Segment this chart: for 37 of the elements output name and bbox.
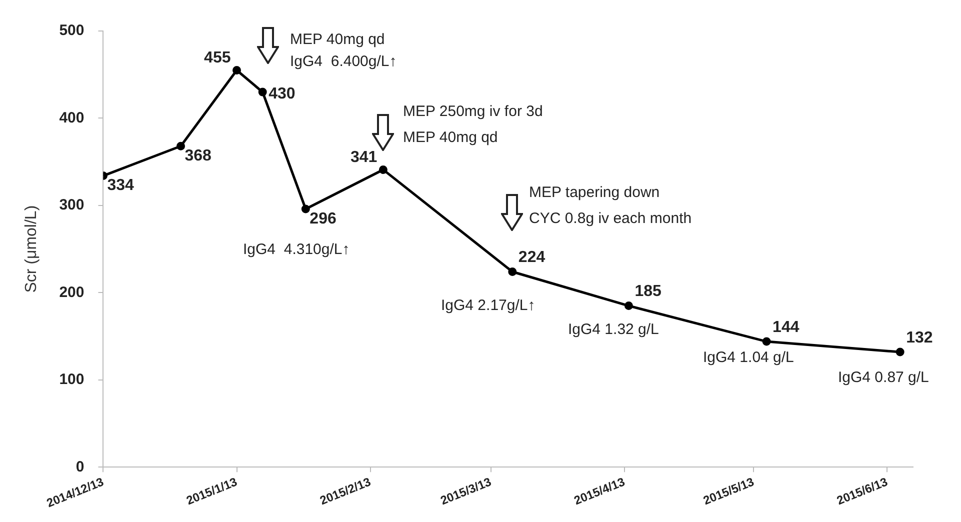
annotation: IgG4 1.32 g/L xyxy=(568,321,659,338)
data-label: 334 xyxy=(107,177,134,194)
data-label: 455 xyxy=(204,50,231,67)
y-tick-label: 300 xyxy=(59,196,84,214)
data-label: 224 xyxy=(518,249,546,266)
point xyxy=(508,268,517,276)
point xyxy=(762,337,771,346)
annotation: IgG4 6.400g/L↑ xyxy=(290,53,397,70)
point xyxy=(176,142,186,150)
point xyxy=(624,302,633,310)
data-label: 341 xyxy=(350,149,378,166)
point xyxy=(232,66,242,75)
annotation: MEP 40mg qd xyxy=(403,129,498,146)
annotation: IgG4 4.310g/L↑ xyxy=(243,241,350,258)
annotation: MEP tapering down xyxy=(529,184,660,202)
annotation: MEP 250mg iv for 3d xyxy=(403,103,543,120)
annotation: IgG4 2.17g/L↑ xyxy=(441,297,536,314)
annotation: IgG4 1.04 g/L xyxy=(703,349,794,366)
y-tick-label: 500 xyxy=(59,22,84,40)
annotation: IgG4 0.87 g/L xyxy=(838,369,929,386)
data-label: 296 xyxy=(310,210,336,228)
y-axis-title: Scr (μmol/L) xyxy=(23,205,40,293)
y-tick-label: 200 xyxy=(59,284,84,301)
point xyxy=(258,88,267,96)
data-label: 185 xyxy=(634,283,662,300)
point xyxy=(378,165,388,174)
point xyxy=(301,204,310,214)
data-label: 132 xyxy=(906,329,933,346)
annotation: MEP 40mg qd xyxy=(290,31,385,48)
annotation: CYC 0.8g iv each month xyxy=(529,210,692,228)
data-label: 144 xyxy=(772,318,800,336)
point xyxy=(896,348,904,356)
data-label: 368 xyxy=(184,148,212,165)
data-label: 430 xyxy=(268,85,296,102)
y-tick-label: 400 xyxy=(59,109,84,126)
y-tick-label: 0 xyxy=(76,458,84,476)
y-tick-label: 100 xyxy=(59,371,84,388)
